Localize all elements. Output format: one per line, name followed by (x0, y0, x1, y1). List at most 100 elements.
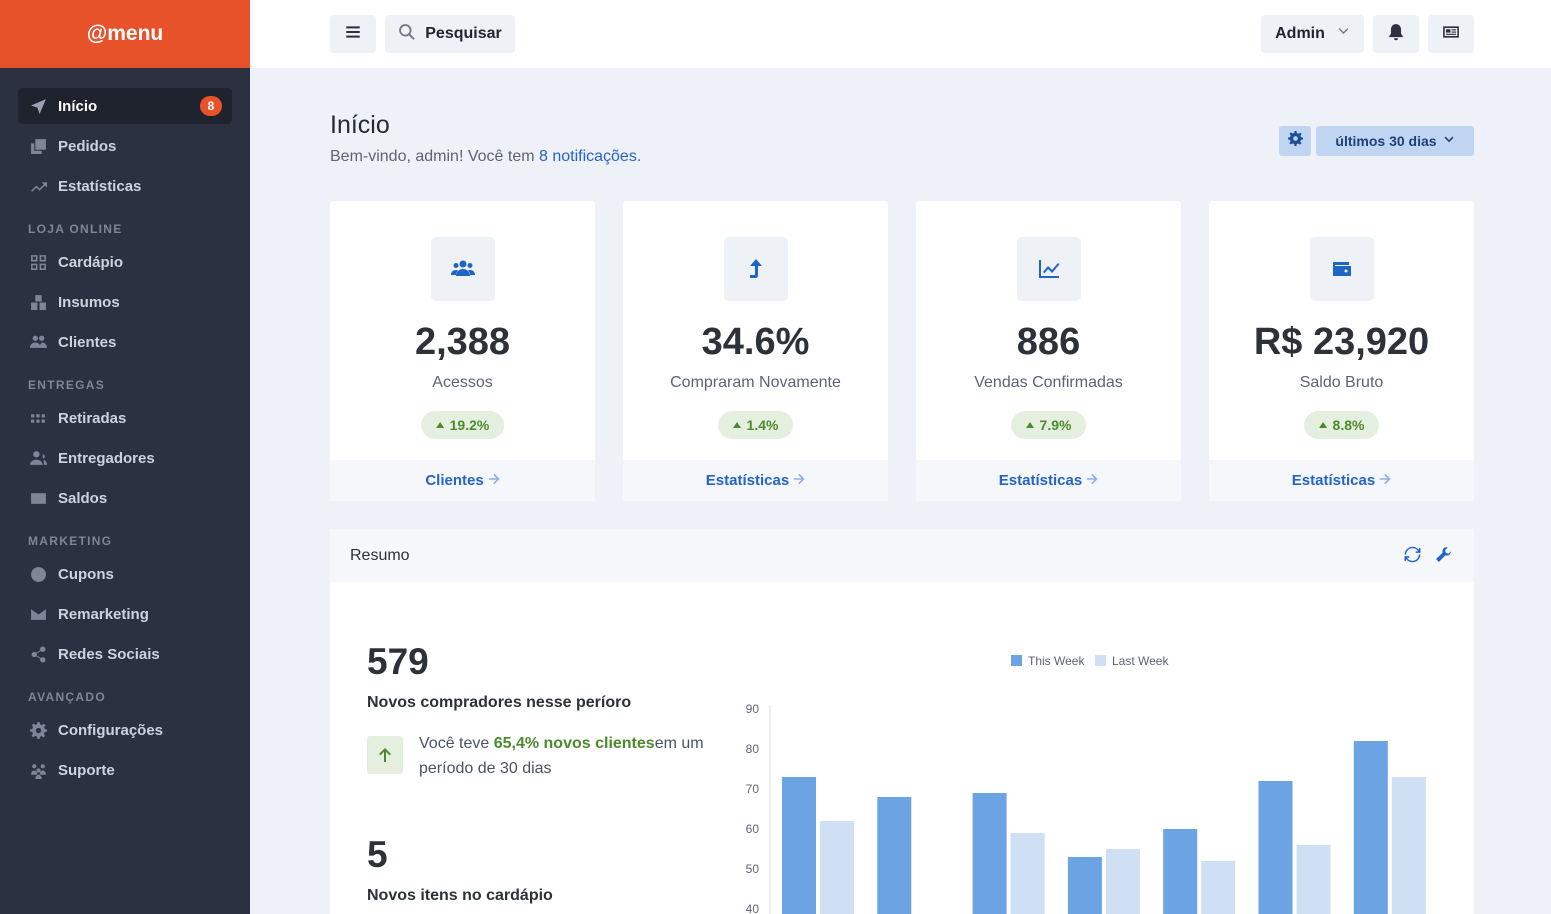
sidebar-item-label: Remarketing (58, 605, 149, 623)
sidebar-item-redes-sociais[interactable]: Redes Sociais (18, 636, 232, 672)
y-tick-label: 60 (746, 822, 760, 836)
users-icon (431, 237, 495, 301)
user-menu-button[interactable]: Admin (1261, 15, 1364, 53)
bar-last-week (1105, 849, 1140, 914)
line-chart-icon (1017, 237, 1081, 301)
trend-prefix: Você teve (419, 735, 494, 752)
share-icon (28, 644, 48, 664)
arrow-right-icon (488, 472, 500, 489)
sidebar-item-estatisticas[interactable]: Estatísticas (18, 168, 232, 204)
card-link-label: Clientes (425, 472, 484, 489)
user-menu-label: Admin (1275, 25, 1325, 42)
bar-last-week (1391, 777, 1426, 914)
card-link-estatisticas[interactable]: Estatísticas (916, 460, 1181, 501)
sidebar-item-configuracoes[interactable]: Configurações (18, 712, 232, 748)
sidebar-item-cardapio[interactable]: Cardápio (18, 244, 232, 280)
welcome-text: Bem-vindo, admin! Você tem 8 notificaçõe… (330, 148, 641, 166)
bar-last-week (820, 821, 854, 914)
sidebar-item-label: Clientes (58, 333, 117, 351)
wallet-icon (1310, 237, 1374, 301)
stat-value: 2,388 (414, 321, 511, 363)
legend-swatch (1011, 655, 1022, 666)
sidebar-item-label: Início (58, 97, 98, 115)
new-buyers-value: 579 (367, 641, 429, 682)
card-link-clientes[interactable]: Clientes (330, 460, 595, 501)
y-tick-label: 40 (746, 902, 760, 914)
sidebar-item-label: Pedidos (58, 137, 117, 155)
sidebar-item-label: Insumos (58, 293, 120, 311)
newspaper-icon (1442, 23, 1460, 46)
new-items-value: 5 (367, 834, 388, 875)
trend-text: Você teve 65,4% novos clientesem um perí… (419, 731, 709, 781)
section-title-avancado: AVANÇADO (28, 690, 106, 704)
dashboard-settings-button[interactable] (1279, 126, 1311, 156)
sidebar-item-inicio[interactable]: Início 8 (18, 88, 232, 124)
sidebar-item-suporte[interactable]: Suporte (18, 752, 232, 788)
bar-last-week (1296, 845, 1331, 914)
gear-icon (1287, 131, 1303, 151)
user-group-icon (28, 448, 48, 468)
menu-toggle-button[interactable] (330, 15, 376, 53)
bar-last-week (1201, 861, 1236, 914)
arrow-turn-up-icon (724, 237, 788, 301)
card-link-estatisticas[interactable]: Estatísticas (1209, 460, 1474, 501)
bell-icon (1387, 23, 1405, 46)
notifications-button[interactable] (1373, 15, 1419, 53)
bar-this-week (1258, 781, 1293, 914)
search-label: Pesquisar (425, 25, 502, 42)
sidebar-item-saldos[interactable]: Saldos (18, 480, 232, 516)
navigation-arrow-icon (28, 96, 48, 116)
sidebar-item-remarketing[interactable]: Remarketing (18, 596, 232, 632)
change-value: 8.8% (1332, 417, 1365, 433)
date-range-dropdown[interactable]: últimos 30 dias (1316, 126, 1474, 156)
sidebar-item-label: Redes Sociais (58, 645, 160, 663)
arrow-up-icon (1318, 422, 1327, 428)
search-icon (398, 23, 416, 46)
stat-value: 886 (1016, 321, 1081, 363)
sidebar-item-label: Cupons (58, 565, 114, 583)
change-value: 7.9% (1039, 417, 1072, 433)
team-icon (28, 760, 48, 780)
summary-panel: Resumo 579 Novos compradores nesse perío… (330, 529, 1474, 914)
stat-card-saldo-bruto: R$ 23,920 Saldo Bruto 8.8% Estatísticas (1209, 201, 1474, 501)
sidebar-item-pedidos[interactable]: Pedidos (18, 128, 232, 164)
news-button[interactable] (1428, 15, 1474, 53)
stat-label: Vendas Confirmadas (974, 374, 1123, 391)
welcome-suffix: . (636, 148, 642, 165)
bar-this-week (972, 793, 1007, 914)
brand-logo[interactable]: @menu (0, 0, 250, 68)
summary-title: Resumo (350, 546, 410, 564)
y-tick-label: 90 (746, 702, 760, 716)
change-badge: 7.9% (1010, 411, 1087, 439)
trending-up-icon (28, 176, 48, 196)
card-link-estatisticas[interactable]: Estatísticas (623, 460, 888, 501)
sidebar-item-cupons[interactable]: Cupons (18, 556, 232, 592)
welcome-prefix: Bem-vindo, admin! Você tem (330, 148, 539, 165)
change-badge: 8.8% (1303, 411, 1380, 439)
wrench-icon[interactable] (1435, 546, 1452, 568)
sidebar-item-insumos[interactable]: Insumos (18, 284, 232, 320)
search-button[interactable]: Pesquisar (385, 15, 515, 53)
bar-this-week (1163, 829, 1198, 914)
sidebar-item-retiradas[interactable]: Retiradas (18, 400, 232, 436)
sidebar-item-clientes[interactable]: Clientes (18, 324, 232, 360)
notification-badge: 8 (200, 96, 222, 116)
card-link-label: Estatísticas (1291, 472, 1376, 489)
dots-grid-icon (28, 408, 48, 428)
sidebar-item-label: Suporte (58, 761, 115, 779)
arrow-right-icon (793, 472, 805, 489)
notifications-link[interactable]: 8 notificações (538, 148, 637, 165)
arrow-right-icon (1379, 472, 1391, 489)
refresh-icon[interactable] (1404, 546, 1421, 568)
page-title: Início (330, 111, 390, 139)
stat-label: Compraram Novamente (670, 374, 841, 391)
bar-this-week (877, 797, 912, 914)
sidebar-item-label: Retiradas (58, 409, 127, 427)
section-title-entregas: ENTREGAS (28, 378, 106, 392)
y-tick-label: 80 (746, 742, 760, 756)
gear-icon (28, 720, 48, 740)
sidebar-item-entregadores[interactable]: Entregadores (18, 440, 232, 476)
new-buyers-label: Novos compradores nesse períoro (367, 694, 632, 711)
legend-label: This Week (1028, 654, 1085, 668)
arrow-up-icon (1025, 422, 1034, 428)
